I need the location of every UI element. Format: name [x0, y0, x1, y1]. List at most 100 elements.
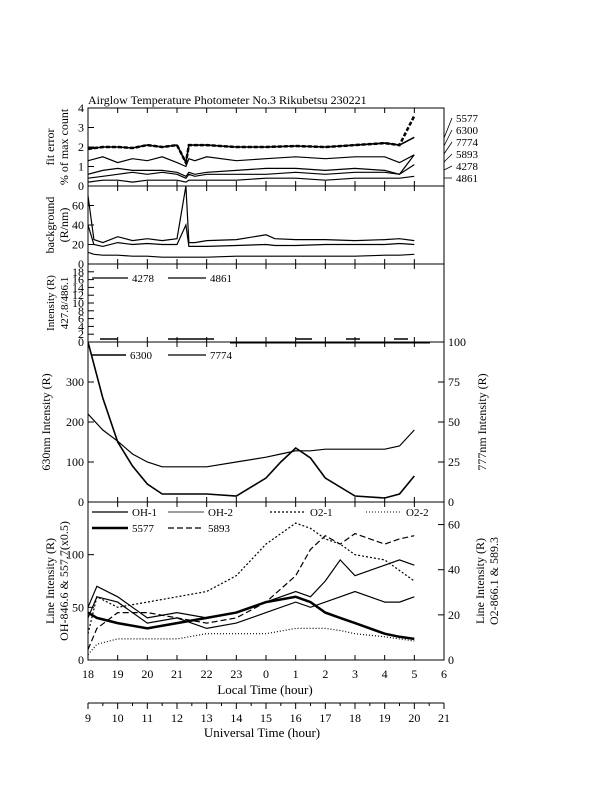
series-line-4278	[88, 164, 415, 179]
legend-label-7774: 7774	[210, 350, 233, 362]
y-axis-label: % of max count	[57, 108, 71, 185]
ut-tick-label: 13	[201, 711, 213, 725]
series-line-4861	[88, 175, 415, 183]
ut-tick-label: 16	[290, 711, 302, 725]
y-tick-right-label: 40	[448, 563, 460, 577]
ut-tick-label: 18	[349, 711, 361, 725]
y-tick-label: 3	[78, 121, 84, 135]
local-time-tick-label: 3	[352, 667, 358, 681]
y-tick-label: 0	[78, 335, 84, 349]
ut-tick-label: 14	[230, 711, 242, 725]
series-line-0	[88, 186, 415, 244]
series-line-O2-1	[88, 522, 415, 634]
panel-frame	[87, 185, 445, 265]
series-line-5893	[88, 154, 415, 178]
legend-label-OH-1: OH-1	[132, 507, 157, 519]
legend-label-5577: 5577	[456, 113, 479, 125]
y-tick-right-label: 25	[448, 455, 460, 469]
y-axis-right-label: O2-866.1 & 589.3	[487, 537, 501, 625]
legend-label-5893: 5893	[456, 149, 479, 161]
y-axis-right-label: 777nm Intensity (R)	[475, 373, 489, 470]
y-axis-right-label: Line Intensity (R)	[473, 538, 487, 624]
y-tick-label: 8	[78, 304, 84, 318]
local-time-tick-label: 1	[293, 667, 299, 681]
legend-label-O2-2: O2-2	[406, 507, 429, 519]
legend-leader	[443, 165, 453, 171]
series-line-6300	[88, 342, 415, 499]
y-axis-label: OH-846.6 & 557.7(x0.5)	[57, 521, 71, 641]
legend-leader	[443, 153, 453, 163]
y-tick-label: 2	[78, 327, 84, 341]
y-tick-right-label: 0	[448, 495, 454, 509]
series-line-OH-1	[88, 558, 415, 619]
local-time-tick-label: 4	[382, 667, 388, 681]
ut-tick-label: 17	[319, 711, 331, 725]
y-tick-right-label: 20	[448, 608, 460, 622]
y-tick-label: 2	[78, 140, 84, 154]
legend-label-OH-2: OH-2	[208, 507, 233, 519]
legend-label-O2-1: O2-1	[310, 507, 333, 519]
y-axis-label: fit error	[43, 129, 57, 166]
y-tick-label: 100	[66, 548, 84, 562]
series-line-7774	[88, 413, 415, 468]
y-tick-label: 20	[72, 238, 84, 252]
y-tick-label: 16	[72, 273, 84, 287]
local-time-tick-label: 22	[201, 667, 213, 681]
ut-tick-label: 19	[379, 711, 391, 725]
series-line-6300	[88, 136, 415, 166]
y-tick-label: 6	[78, 312, 84, 326]
local-time-tick-label: 20	[141, 667, 153, 681]
y-tick-right-label: 60	[448, 518, 460, 532]
local-time-tick-label: 18	[82, 667, 94, 681]
y-axis-label: Intensity (R)	[45, 275, 57, 331]
legend-leader	[443, 129, 453, 147]
panel-background: 0 20 40 60 background (R/nm)	[43, 185, 445, 271]
local-time-axis: 18 19 20 21 22 23 0 1 2 3 4 5 6	[82, 667, 447, 681]
ut-tick-label: 21	[438, 711, 450, 725]
legend-label-4861: 4861	[210, 273, 232, 285]
y-axis-label: 630nm Intensity (R)	[39, 373, 53, 470]
y-tick-label: 50	[72, 600, 84, 614]
local-time-tick-label: 5	[411, 667, 417, 681]
y-axis-label: 427.8/486.1	[59, 277, 71, 330]
legend-label-6300: 6300	[456, 125, 479, 137]
y-tick-label: 300	[66, 375, 84, 389]
y-tick-label: 1	[78, 160, 84, 174]
y-tick-label: 60	[72, 199, 84, 213]
y-tick-label: 12	[72, 288, 84, 302]
legend-label-4861: 4861	[456, 173, 478, 185]
y-axis-label: (R/nm)	[57, 208, 71, 243]
series-line-5577	[88, 595, 415, 641]
legend-label-5577: 5577	[132, 523, 155, 535]
y-tick-label: 40	[72, 218, 84, 232]
y-tick-label: 10	[72, 296, 84, 310]
universal-time-axis-label: Universal Time (hour)	[204, 725, 320, 740]
legend-leader	[443, 117, 453, 139]
y-tick-right-label: 0	[448, 653, 454, 667]
ut-tick-label: 10	[112, 711, 124, 725]
local-time-tick-label: 21	[171, 667, 183, 681]
legend-label-7774: 7774	[456, 137, 479, 149]
ut-tick-label: 9	[85, 711, 91, 725]
y-tick-label: 0	[78, 179, 84, 193]
ut-tick-label: 20	[408, 711, 420, 725]
y-tick-label: 4	[78, 319, 84, 333]
ut-tick-label: 11	[142, 711, 154, 725]
y-tick-right-label: 75	[448, 375, 460, 389]
series-line-5893	[88, 532, 415, 650]
legend-label-4278: 4278	[132, 273, 155, 285]
local-time-tick-label: 19	[112, 667, 124, 681]
legend-label-5893: 5893	[208, 523, 231, 535]
series-line-7774	[88, 154, 415, 168]
local-time-tick-label: 6	[441, 667, 447, 681]
y-tick-label: 0	[78, 257, 84, 271]
local-time-tick-label: 2	[322, 667, 328, 681]
ut-tick-label: 15	[260, 711, 272, 725]
y-tick-label: 14	[72, 280, 84, 294]
y-tick-label: 18	[72, 265, 84, 279]
series-line-1	[88, 222, 415, 248]
y-tick-label: 0	[78, 495, 84, 509]
